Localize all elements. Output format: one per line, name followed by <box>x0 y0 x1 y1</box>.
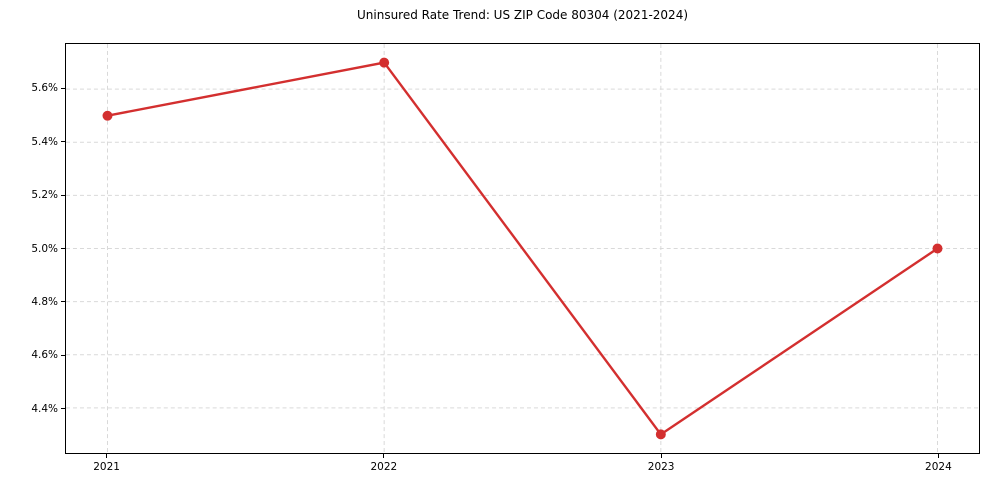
y-tick-mark <box>61 354 65 356</box>
y-tick-label: 5.2% <box>31 189 58 202</box>
y-tick-mark <box>61 141 65 143</box>
x-tick-mark <box>937 454 939 458</box>
x-tick-mark <box>105 454 108 458</box>
plot-area <box>65 43 980 454</box>
line-chart-canvas <box>66 44 979 453</box>
x-tick-label: 2022 <box>370 461 398 473</box>
data-point-marker <box>655 429 666 440</box>
x-tick-mark <box>660 454 662 458</box>
x-tick-label: 2021 <box>93 461 120 473</box>
y-tick-label: 5.0% <box>31 242 58 255</box>
y-tick-label: 4.6% <box>31 349 58 362</box>
y-tick-mark <box>61 247 65 250</box>
y-tick-label: 5.4% <box>31 135 58 148</box>
chart-title: Uninsured Rate Trend: US ZIP Code 80304 … <box>356 8 689 22</box>
y-tick-label: 4.4% <box>31 402 58 415</box>
y-tick-mark <box>61 408 65 410</box>
y-tick-label: 4.8% <box>31 295 58 308</box>
data-point-marker <box>379 57 390 68</box>
data-point-marker <box>932 243 943 254</box>
data-line <box>106 61 939 436</box>
x-tick-label: 2024 <box>925 461 952 473</box>
y-tick-mark <box>61 194 65 196</box>
y-tick-label: 5.6% <box>31 82 58 95</box>
data-point-marker <box>102 110 113 121</box>
x-tick-mark <box>383 454 385 458</box>
y-tick-mark <box>61 87 65 89</box>
x-tick-label: 2023 <box>647 461 675 473</box>
y-tick-mark <box>61 301 65 303</box>
